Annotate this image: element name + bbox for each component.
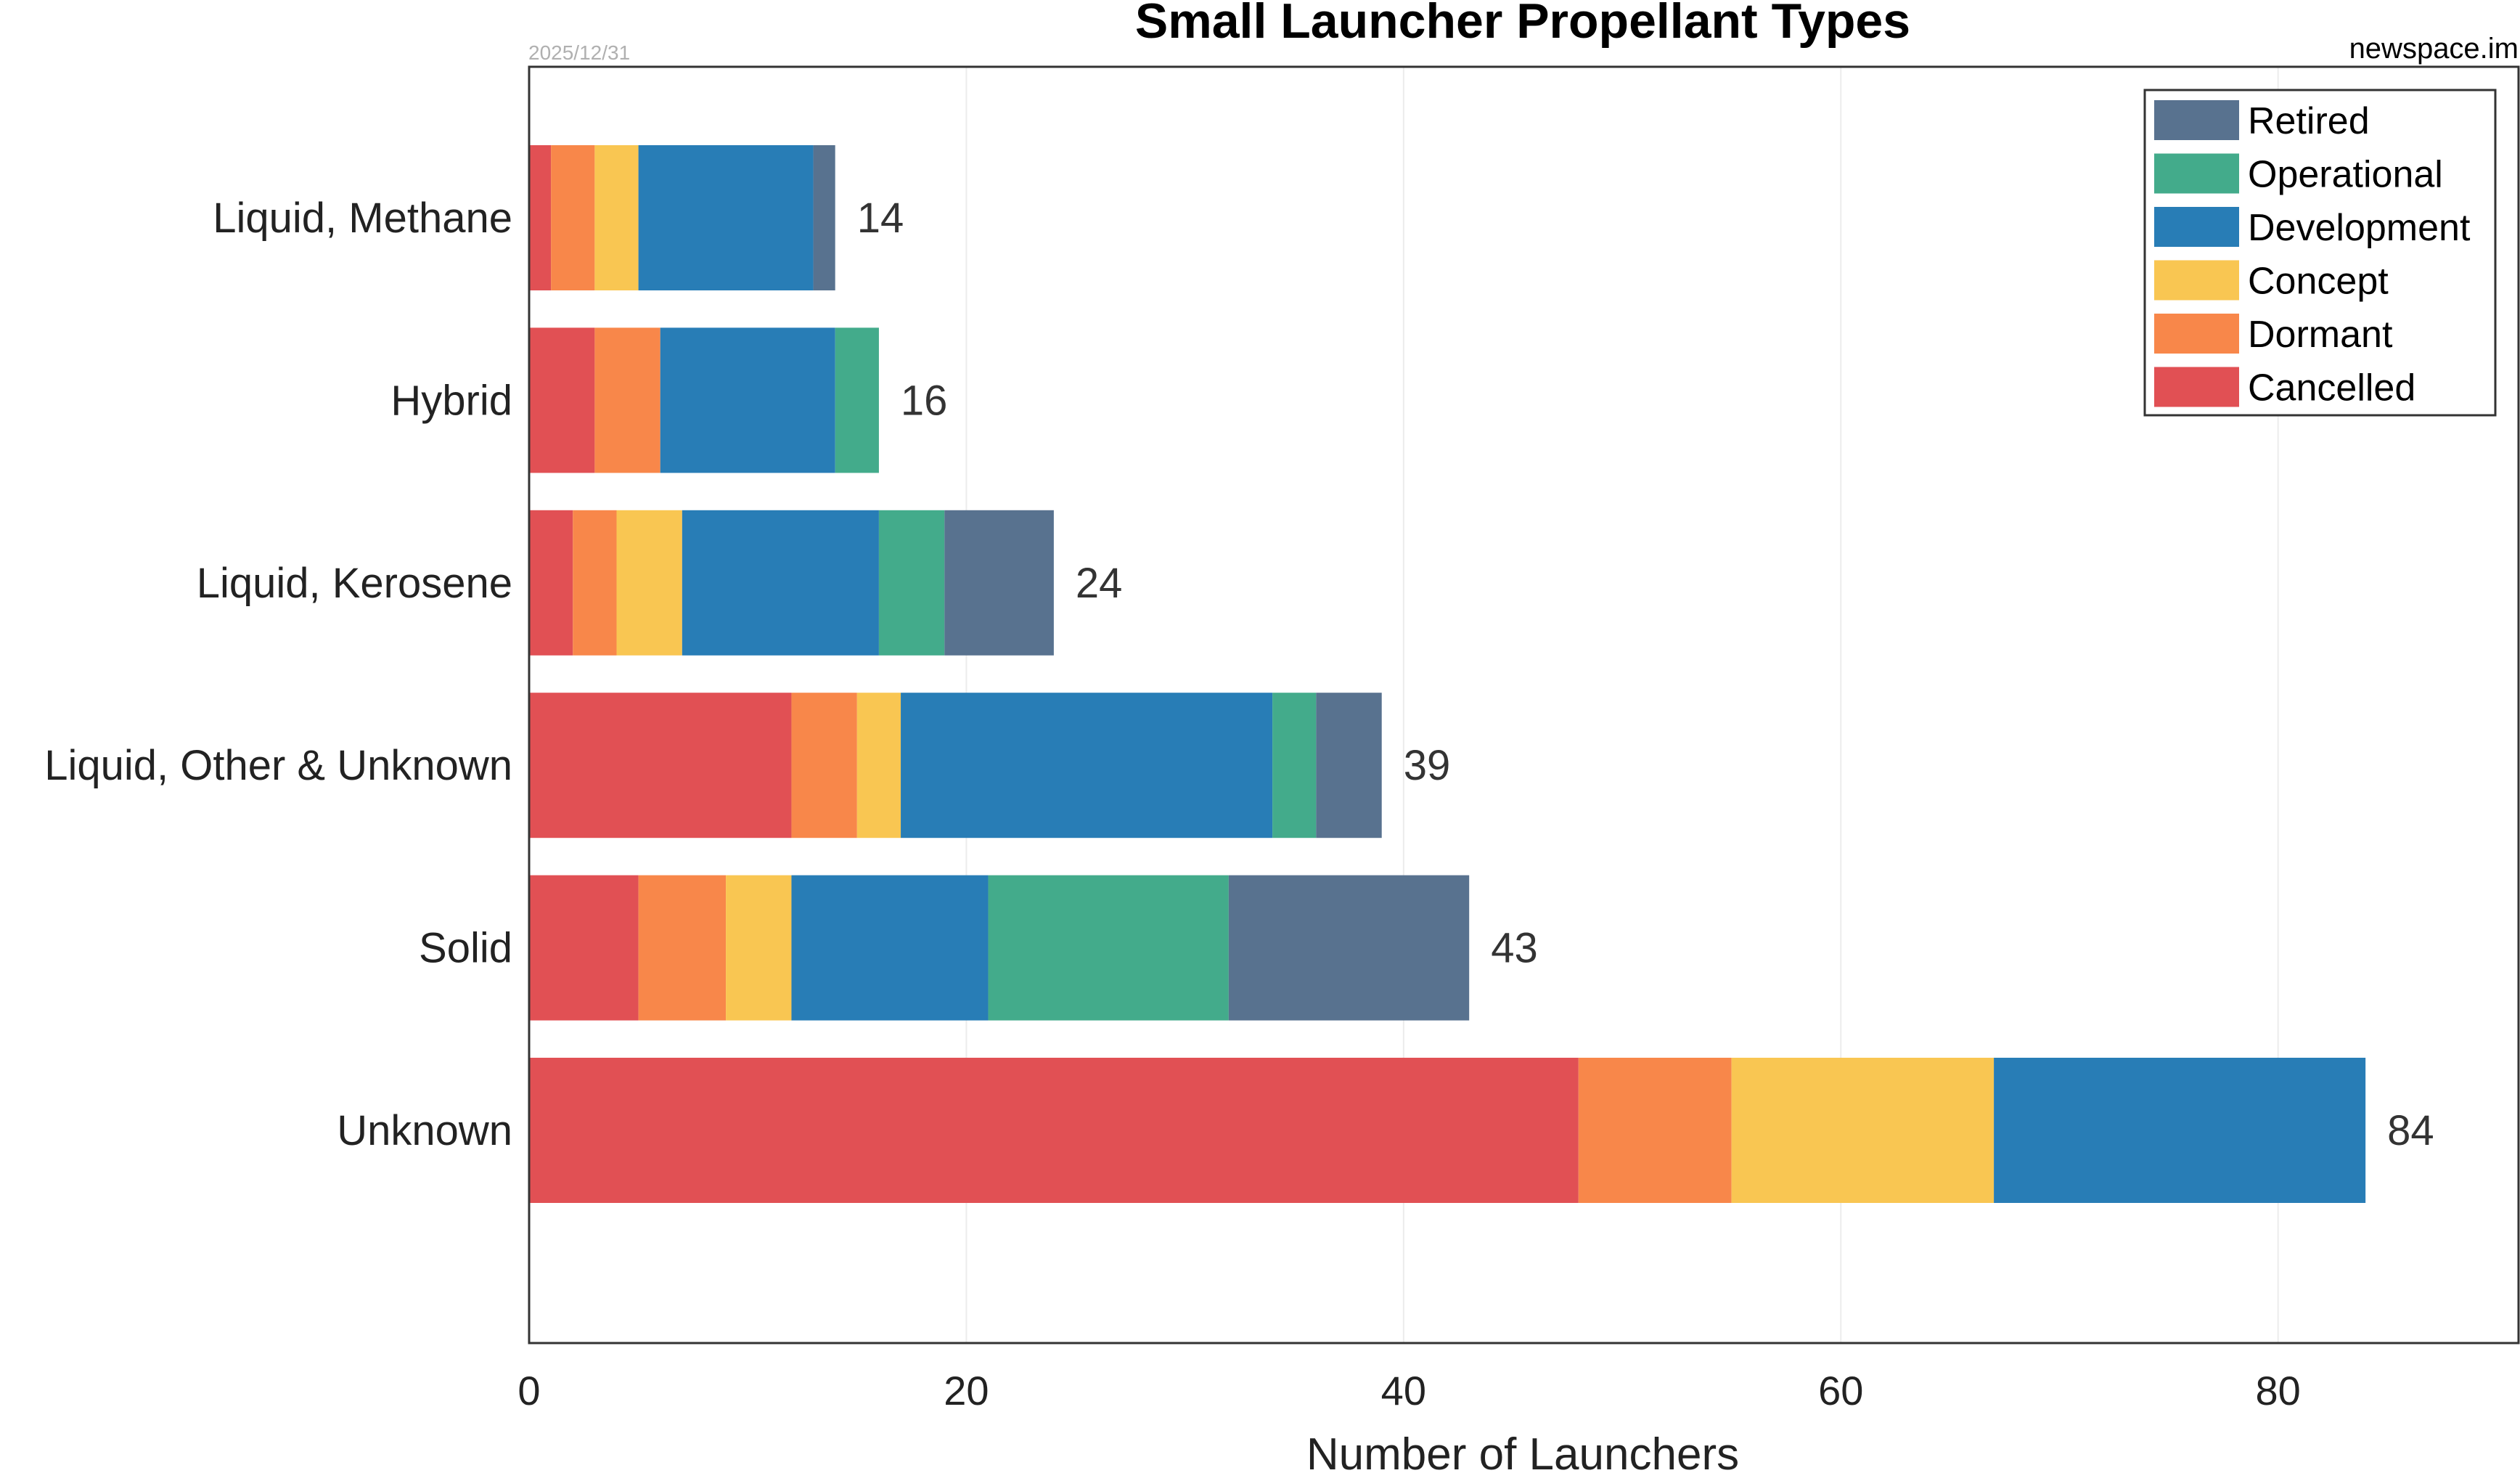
bar-development-0: [638, 145, 814, 290]
bar-dormant-2: [573, 510, 617, 656]
legend-swatch-cancelled: [2154, 367, 2239, 407]
legend-label-dormant: Dormant: [2248, 314, 2393, 356]
legend-swatch-retired: [2154, 100, 2239, 140]
bar-cancelled-4: [529, 875, 639, 1021]
x-axis-label: Number of Launchers: [1306, 1429, 1739, 1473]
bar-retired-2: [944, 510, 1054, 656]
legend-label-development: Development: [2248, 207, 2471, 249]
x-ticks: 0 20 40 60 80: [518, 1368, 2300, 1413]
bar-development-4: [791, 875, 989, 1021]
bar-operational-4: [988, 875, 1229, 1021]
bar-operational-2: [878, 510, 945, 656]
bar-retired-0: [813, 145, 835, 290]
legend-label-cancelled: Cancelled: [2248, 367, 2415, 409]
bar-dormant-1: [594, 327, 660, 473]
legend-swatch-dormant: [2154, 314, 2239, 354]
legend-label-concept: Concept: [2248, 261, 2389, 303]
bar-development-1: [660, 327, 835, 473]
bar-retired-4: [1228, 875, 1470, 1021]
legend-swatch-operational: [2154, 153, 2239, 194]
bar-development-5: [1994, 1058, 2366, 1203]
bar-operational-1: [835, 327, 879, 473]
bar-concept-2: [616, 510, 682, 656]
x-tick-label: 20: [944, 1368, 989, 1413]
bar-concept-4: [726, 875, 792, 1021]
category-label: Hybrid: [390, 377, 512, 424]
chart-date: 2025/12/31: [528, 41, 630, 64]
category-label: Liquid, Other & Unknown: [44, 742, 512, 789]
bar-dormant-5: [1578, 1058, 1732, 1203]
total-labels: 14 16 24 39 43 84: [857, 195, 2434, 1154]
bar-cancelled-5: [529, 1058, 1579, 1203]
total-label: 39: [1404, 742, 1451, 789]
bar-concept-3: [856, 693, 901, 838]
total-label: 16: [901, 377, 948, 424]
x-tick-label: 80: [2256, 1368, 2301, 1413]
legend-label-retired: Retired: [2248, 100, 2370, 142]
bar-dormant-3: [791, 693, 857, 838]
bar-dormant-4: [638, 875, 727, 1021]
bar-cancelled-1: [529, 327, 595, 473]
legend-swatch-development: [2154, 207, 2239, 247]
bar-retired-3: [1316, 693, 1382, 838]
legend: Retired Operational Development Concept Dorm…: [2143, 89, 2497, 417]
x-tick-label: 60: [1818, 1368, 1863, 1413]
bar-dormant-0: [551, 145, 595, 290]
bar-operational-3: [1272, 693, 1317, 838]
chart-source: newspace.im: [2349, 33, 2519, 65]
plot-frame: [528, 65, 2520, 1345]
legend-frame: [2143, 89, 2497, 417]
bar-concept-0: [594, 145, 639, 290]
bar-cancelled-3: [529, 693, 792, 838]
x-tick-label: 40: [1381, 1368, 1426, 1413]
bar-development-2: [682, 510, 879, 656]
total-label: 24: [1076, 560, 1123, 607]
total-label: 84: [2387, 1107, 2434, 1154]
category-labels: Liquid, Methane Hybrid Liquid, Kerosene Liq…: [44, 195, 512, 1154]
category-label: Liquid, Kerosene: [197, 560, 512, 607]
bars: [529, 145, 2366, 1203]
bar-cancelled-2: [529, 510, 573, 656]
total-label: 14: [857, 195, 904, 242]
category-label: Solid: [419, 925, 512, 972]
bar-development-3: [901, 693, 1273, 838]
legend-label-operational: Operational: [2248, 154, 2443, 196]
total-label: 43: [1491, 925, 1538, 972]
x-tick-label: 0: [518, 1368, 540, 1413]
category-label: Unknown: [337, 1107, 512, 1154]
bar-cancelled-0: [529, 145, 552, 290]
chart-title: Small Launcher Propellant Types: [1135, 0, 1910, 49]
category-label: Liquid, Methane: [213, 195, 512, 242]
bar-concept-5: [1731, 1058, 1995, 1203]
legend-swatch-concept: [2154, 260, 2239, 301]
